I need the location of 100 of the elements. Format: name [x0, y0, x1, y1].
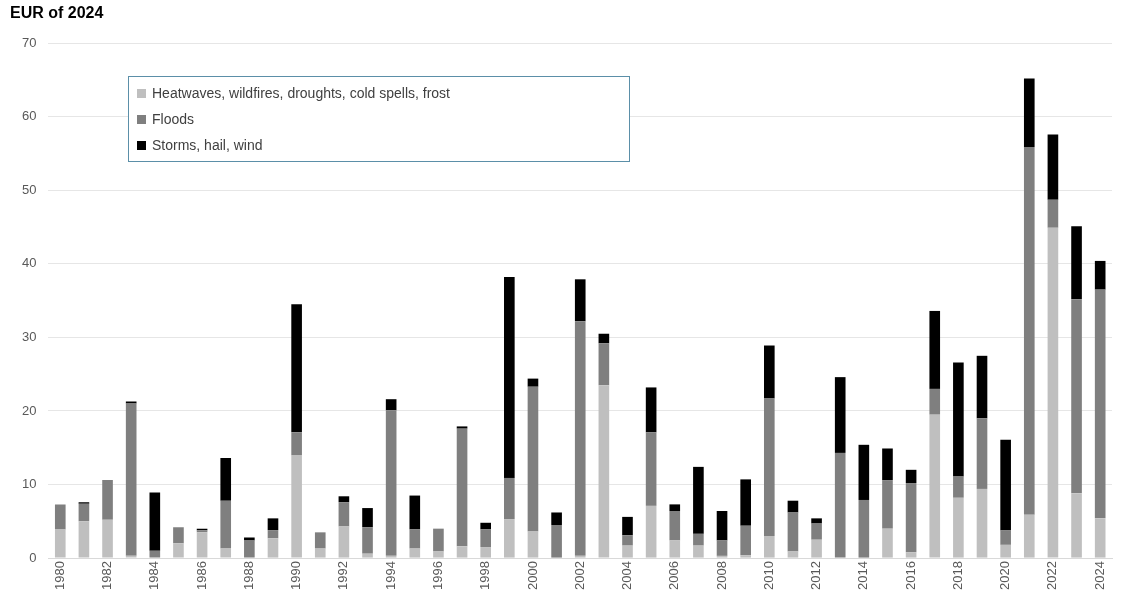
bar	[716, 540, 728, 556]
legend-label: Heatwaves, wildfires, droughts, cold spells, frost	[152, 85, 451, 101]
bar	[480, 529, 492, 548]
x-tick-label: 2004	[619, 561, 635, 590]
bar	[905, 483, 917, 553]
bar	[125, 403, 137, 556]
x-tick-label: 2010	[760, 561, 776, 590]
bar	[267, 518, 279, 531]
bar	[763, 398, 775, 537]
bar	[314, 548, 326, 558]
bar	[102, 480, 113, 520]
x-tick-label: 2020	[997, 561, 1013, 590]
bar	[456, 428, 468, 547]
y-tick-label: 60	[21, 108, 37, 124]
bar	[929, 388, 941, 415]
bar	[669, 504, 681, 512]
bar	[882, 448, 893, 481]
bar	[740, 555, 751, 558]
bar	[645, 505, 657, 558]
bar	[385, 410, 397, 556]
bar	[504, 519, 515, 558]
bar	[1094, 260, 1106, 290]
x-tick-label: 1990	[288, 561, 304, 590]
y-tick-label: 20	[21, 402, 37, 418]
x-tick-label: 2024	[1091, 561, 1107, 590]
bar	[54, 529, 66, 558]
bar	[385, 399, 397, 411]
bar	[267, 530, 279, 539]
bar	[456, 426, 468, 429]
x-tick-label: 2008	[713, 561, 729, 590]
x-tick-label: 1982	[99, 561, 115, 590]
bar	[882, 528, 893, 558]
bar	[1071, 493, 1082, 558]
bar	[858, 444, 870, 500]
bar	[1000, 544, 1011, 558]
x-tick-label: 2000	[524, 561, 540, 590]
bar	[1094, 289, 1106, 519]
bar	[953, 476, 964, 498]
bar	[787, 551, 799, 558]
bar	[622, 516, 633, 536]
bar	[1071, 226, 1082, 300]
bar	[1047, 199, 1059, 228]
y-tick-label: 70	[21, 34, 37, 50]
bar	[409, 495, 421, 530]
bar	[551, 524, 562, 558]
bar	[740, 525, 751, 556]
bar	[740, 479, 751, 526]
bar	[811, 523, 822, 540]
bar	[645, 432, 657, 506]
bar	[149, 550, 161, 558]
bar	[173, 543, 184, 558]
x-tick-label: 2022	[1044, 561, 1060, 590]
bar	[409, 529, 421, 549]
bar	[267, 538, 279, 558]
bar	[834, 377, 846, 453]
bar	[763, 345, 775, 399]
x-tick-label: 2006	[666, 561, 682, 590]
bar	[291, 455, 302, 558]
bar	[693, 466, 704, 534]
bar	[976, 488, 988, 558]
bar	[220, 548, 232, 558]
bar	[1023, 146, 1035, 515]
x-tick-label: 1998	[477, 561, 493, 590]
bar	[220, 500, 232, 549]
x-tick-label: 1992	[335, 561, 351, 590]
bar	[125, 401, 137, 404]
bar	[54, 504, 66, 530]
bar	[1071, 299, 1082, 494]
x-tick-label: 2002	[571, 561, 587, 590]
bar	[527, 386, 539, 532]
x-tick-label: 1996	[430, 561, 445, 590]
bar	[574, 279, 586, 322]
y-tick-label: 40	[21, 255, 37, 271]
bar	[645, 387, 657, 433]
bar	[362, 527, 373, 554]
bar	[78, 503, 90, 522]
chart-title: EUR of 2024	[10, 4, 104, 22]
bar	[456, 546, 468, 558]
x-tick-label: 1980	[51, 561, 67, 590]
bar	[598, 343, 610, 386]
bar	[433, 551, 444, 558]
bar	[693, 533, 704, 546]
bar	[669, 511, 681, 541]
bar	[929, 414, 941, 558]
bar	[338, 502, 350, 527]
y-tick-label: 0	[29, 549, 37, 565]
x-tick-label: 1984	[146, 561, 162, 590]
bar	[220, 458, 232, 501]
bar	[905, 469, 917, 484]
bar	[574, 321, 586, 556]
bar	[504, 477, 515, 520]
x-tick-label: 2012	[808, 561, 824, 590]
y-tick-label: 10	[21, 476, 37, 492]
bar	[716, 511, 728, 541]
bar	[173, 527, 184, 544]
bar	[953, 497, 964, 558]
bar	[551, 512, 562, 525]
bar	[291, 304, 302, 433]
bar	[598, 385, 610, 558]
bar	[976, 355, 988, 419]
